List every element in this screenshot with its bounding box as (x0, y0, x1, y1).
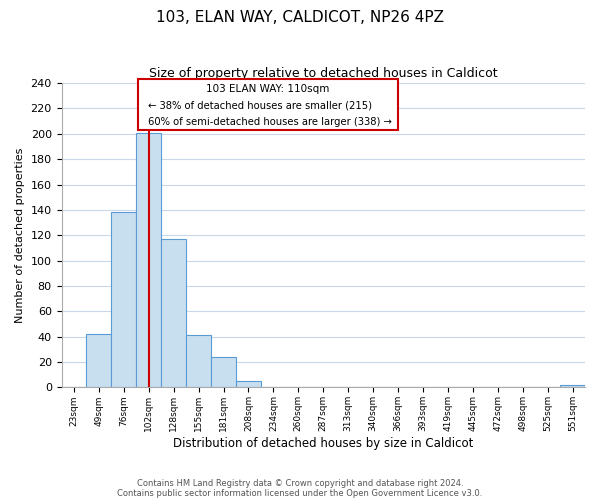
Bar (186, 336, 211, 388)
Title: Size of property relative to detached houses in Caldicot: Size of property relative to detached ho… (149, 68, 497, 80)
Bar (112, 212, 136, 388)
Bar (236, 381, 261, 388)
FancyBboxPatch shape (137, 80, 398, 130)
Y-axis label: Number of detached properties: Number of detached properties (15, 148, 25, 323)
Bar (560, 385, 585, 388)
Bar (136, 132, 161, 388)
Text: 103, ELAN WAY, CALDICOT, NP26 4PZ: 103, ELAN WAY, CALDICOT, NP26 4PZ (156, 10, 444, 25)
X-axis label: Distribution of detached houses by size in Caldicot: Distribution of detached houses by size … (173, 437, 473, 450)
Text: 60% of semi-detached houses are larger (338) →: 60% of semi-detached houses are larger (… (148, 117, 392, 127)
Bar (86, 334, 112, 388)
Text: 103 ELAN WAY: 110sqm: 103 ELAN WAY: 110sqm (206, 84, 329, 94)
Text: Contains HM Land Registry data © Crown copyright and database right 2024.: Contains HM Land Registry data © Crown c… (137, 478, 463, 488)
Bar (211, 357, 236, 388)
Text: Contains public sector information licensed under the Open Government Licence v3: Contains public sector information licen… (118, 488, 482, 498)
Bar (161, 239, 186, 388)
Text: ← 38% of detached houses are smaller (215): ← 38% of detached houses are smaller (21… (148, 100, 372, 110)
